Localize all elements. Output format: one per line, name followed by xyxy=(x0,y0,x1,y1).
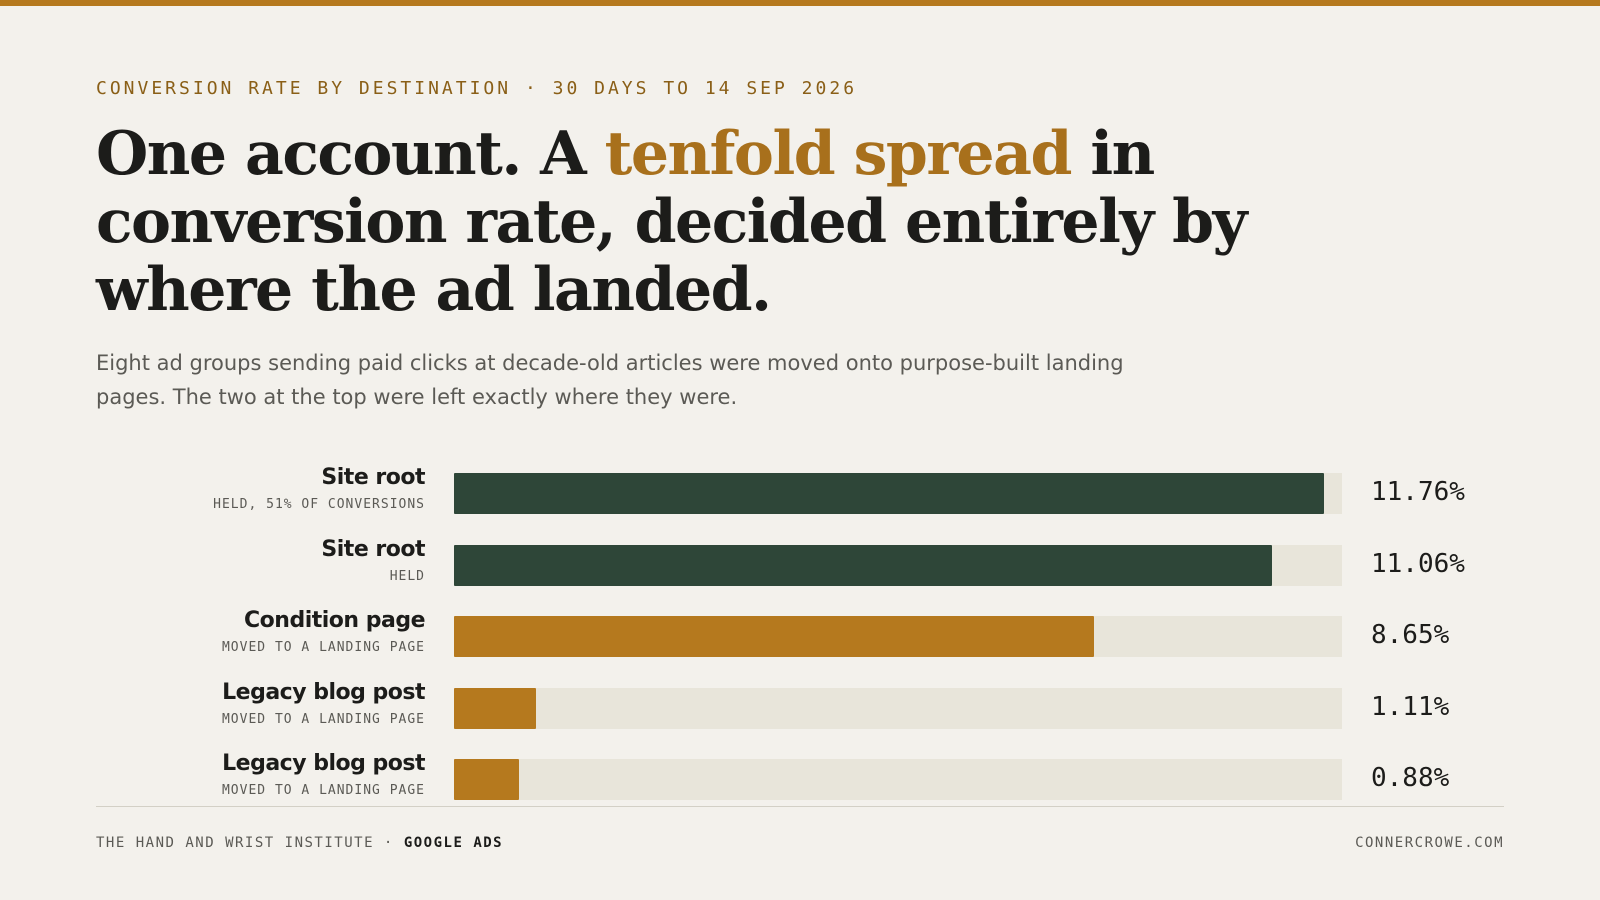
bar-track xyxy=(454,544,1342,586)
bar-track xyxy=(454,687,1342,729)
value-label: 8.65% xyxy=(1371,620,1450,650)
title-highlight: tenfold spread xyxy=(604,119,1073,189)
category-label: Site root xyxy=(321,465,425,490)
bar-row: Legacy blog post MOVED TO A LANDING PAGE 0… xyxy=(0,751,1600,807)
bar-row: Legacy blog post MOVED TO A LANDING PAGE 1… xyxy=(0,680,1600,736)
bar xyxy=(454,687,537,729)
category-note: MOVED TO A LANDING PAGE xyxy=(221,783,425,798)
category-note: HELD, 51% OF CONVERSIONS xyxy=(213,497,425,512)
bar-row: Site root HELD 11.06% xyxy=(0,537,1600,593)
bar xyxy=(454,759,520,800)
bar xyxy=(454,473,1325,514)
bar-track xyxy=(454,473,1342,514)
footer-right: CONNERCROWE.COM xyxy=(1355,835,1504,851)
category-note: MOVED TO A LANDING PAGE xyxy=(221,711,425,727)
value-label: 0.88% xyxy=(1371,763,1450,793)
eyebrow: CONVERSION RATE BY DESTINATION · 30 DAYS… xyxy=(96,78,858,99)
bar-row: Site root HELD, 51% OF CONVERSIONS 11.76% xyxy=(0,465,1600,521)
value-label: 11.06% xyxy=(1371,548,1465,579)
bar xyxy=(454,616,1095,657)
category-label: Legacy blog post xyxy=(222,679,425,705)
bar-track xyxy=(454,759,1342,800)
value-label: 1.11% xyxy=(1371,691,1450,722)
bar-row: Condition page MOVED TO A LANDING PAGE 8.6… xyxy=(0,608,1600,664)
title-part: in conversion rate, decided entirely by … xyxy=(96,119,1247,325)
chart-title: One account. A tenfold spread in convers… xyxy=(96,120,1256,324)
category-note: MOVED TO A LANDING PAGE xyxy=(221,640,425,655)
footer-source: GOOGLE ADS xyxy=(403,835,504,851)
value-label: 11.76% xyxy=(1371,477,1465,507)
category-label: Condition page xyxy=(244,608,425,633)
category-label: Site root xyxy=(321,536,425,562)
subtitle: Eight ad groups sending paid clicks at d… xyxy=(96,351,1124,409)
footer-left: THE HAND AND WRIST INSTITUTE · GOOGLE AD… xyxy=(96,835,503,851)
category-note: HELD xyxy=(389,568,425,584)
footer-org: THE HAND AND WRIST INSTITUTE · xyxy=(96,835,394,851)
top-bar xyxy=(0,0,1600,6)
bar-track xyxy=(454,616,1342,657)
bar xyxy=(454,544,1273,586)
title-part: One account. A xyxy=(96,119,587,189)
category-label: Legacy blog post xyxy=(222,751,425,776)
divider xyxy=(96,806,1504,807)
